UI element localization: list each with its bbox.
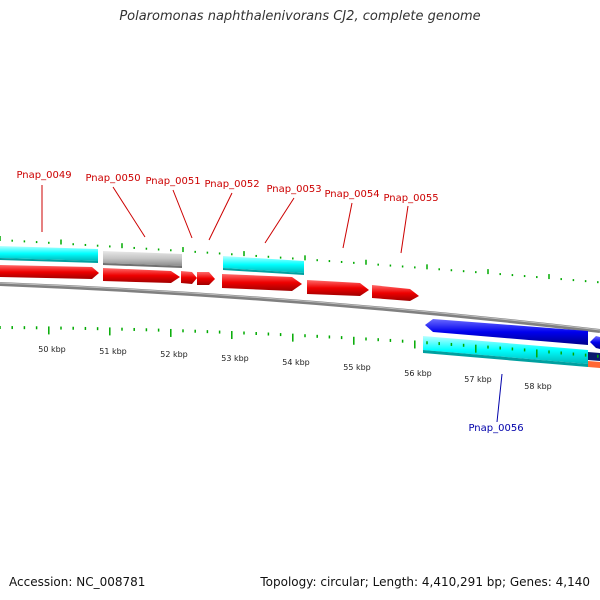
forward-cds-arrow xyxy=(372,285,419,301)
gene-label-leader xyxy=(172,189,193,239)
gene-label: Pnap_0053 xyxy=(266,184,321,195)
backbone-highlight xyxy=(0,282,600,331)
gene-label-leader xyxy=(400,205,409,254)
cyan-band xyxy=(223,256,304,273)
gene-labels: 50 kbp 51 kbp 52 kbp 53 kbp 54 kbp 55 kbp 56 k… xyxy=(16,170,551,434)
gene-label-leader xyxy=(496,373,503,423)
gene-label-leader xyxy=(112,186,146,238)
navy-band xyxy=(588,352,600,361)
gene-label: Pnap_0049 xyxy=(16,170,71,181)
orange-band xyxy=(588,361,600,368)
grey-band-shadow xyxy=(103,263,182,268)
reverse-cds-arrow xyxy=(590,336,600,349)
forward-cds-arrow xyxy=(197,272,215,285)
gene-label: Pnap_0055 xyxy=(383,193,438,204)
scale-tick-label: 58 kbp xyxy=(524,382,552,391)
cyan-band-shadow xyxy=(0,258,98,263)
gene-label-leader xyxy=(264,197,295,244)
gene-label-leader xyxy=(342,202,353,249)
backbone-line xyxy=(0,282,600,333)
gene-label: Pnap_0056 xyxy=(468,423,523,434)
scale-tick-label: 54 kbp xyxy=(282,358,310,367)
grey-band xyxy=(103,251,182,266)
scale-tick-label: 53 kbp xyxy=(221,354,249,363)
forward-cds-arrow xyxy=(0,265,99,279)
map-title: Polaromonas naphthalenivorans CJ2, compl… xyxy=(119,9,481,24)
scale-tick-label: 52 kbp xyxy=(160,350,188,359)
cyan-band-shadow xyxy=(423,350,588,367)
gene-label-leader xyxy=(208,192,233,241)
scale-tick-label: 57 kbp xyxy=(464,375,492,384)
forward-cds-arrow xyxy=(222,274,302,291)
cyan-band-shadow xyxy=(223,268,304,275)
accession-text: Accession: NC_008781 xyxy=(9,575,146,589)
gene-label: Pnap_0050 xyxy=(85,173,140,184)
gene-label: Pnap_0051 xyxy=(145,176,200,187)
forward-cds-arrow xyxy=(307,280,369,296)
scale-tick-label: 50 kbp xyxy=(38,345,66,354)
reverse-cds-arrow xyxy=(425,319,588,345)
scale-ticks xyxy=(0,236,599,358)
gene-label: Pnap_0052 xyxy=(204,179,259,190)
gene-label: Pnap_0054 xyxy=(324,189,379,200)
forward-cds-arrow xyxy=(103,268,180,283)
cyan-band xyxy=(0,246,98,261)
genome-summary-text: Topology: circular; Length: 4,410,291 bp… xyxy=(260,575,590,589)
scale-tick-label: 51 kbp xyxy=(99,347,127,356)
scale-tick-label: 55 kbp xyxy=(343,363,371,372)
scale-tick-label: 56 kbp xyxy=(404,369,432,378)
forward-cds-arrow xyxy=(181,271,197,284)
cyan-band xyxy=(423,336,588,364)
